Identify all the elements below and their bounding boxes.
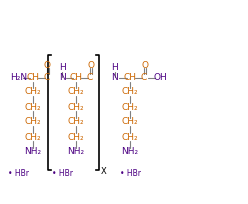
Text: CH₂: CH₂ <box>68 102 84 112</box>
Text: • HBr: • HBr <box>52 169 72 177</box>
Text: CH: CH <box>124 73 136 82</box>
Text: CH₂: CH₂ <box>122 88 138 96</box>
Text: O: O <box>141 61 148 70</box>
Text: NH₂: NH₂ <box>122 147 139 156</box>
Text: H: H <box>59 63 65 72</box>
Text: CH: CH <box>27 73 39 82</box>
Text: O: O <box>44 61 51 70</box>
Text: C: C <box>44 73 50 82</box>
Text: C: C <box>87 73 93 82</box>
Text: H: H <box>112 63 118 72</box>
Text: • HBr: • HBr <box>7 169 29 177</box>
Text: X: X <box>101 167 107 176</box>
Text: C: C <box>141 73 147 82</box>
Text: H₂N: H₂N <box>10 73 27 82</box>
Text: CH₂: CH₂ <box>68 133 84 142</box>
Text: CH₂: CH₂ <box>122 133 138 142</box>
Text: CH: CH <box>69 73 83 82</box>
Text: CH₂: CH₂ <box>68 118 84 126</box>
Text: NH₂: NH₂ <box>67 147 85 156</box>
Text: OH: OH <box>153 73 167 82</box>
Text: CH₂: CH₂ <box>25 118 41 126</box>
Text: CH₂: CH₂ <box>25 88 41 96</box>
Text: N: N <box>59 73 65 82</box>
Text: CH₂: CH₂ <box>25 102 41 112</box>
Text: CH₂: CH₂ <box>25 133 41 142</box>
Text: CH₂: CH₂ <box>122 102 138 112</box>
Text: CH₂: CH₂ <box>68 88 84 96</box>
Text: NH₂: NH₂ <box>25 147 42 156</box>
Text: N: N <box>112 73 118 82</box>
Text: • HBr: • HBr <box>120 169 141 177</box>
Text: O: O <box>87 61 94 70</box>
Text: CH₂: CH₂ <box>122 118 138 126</box>
